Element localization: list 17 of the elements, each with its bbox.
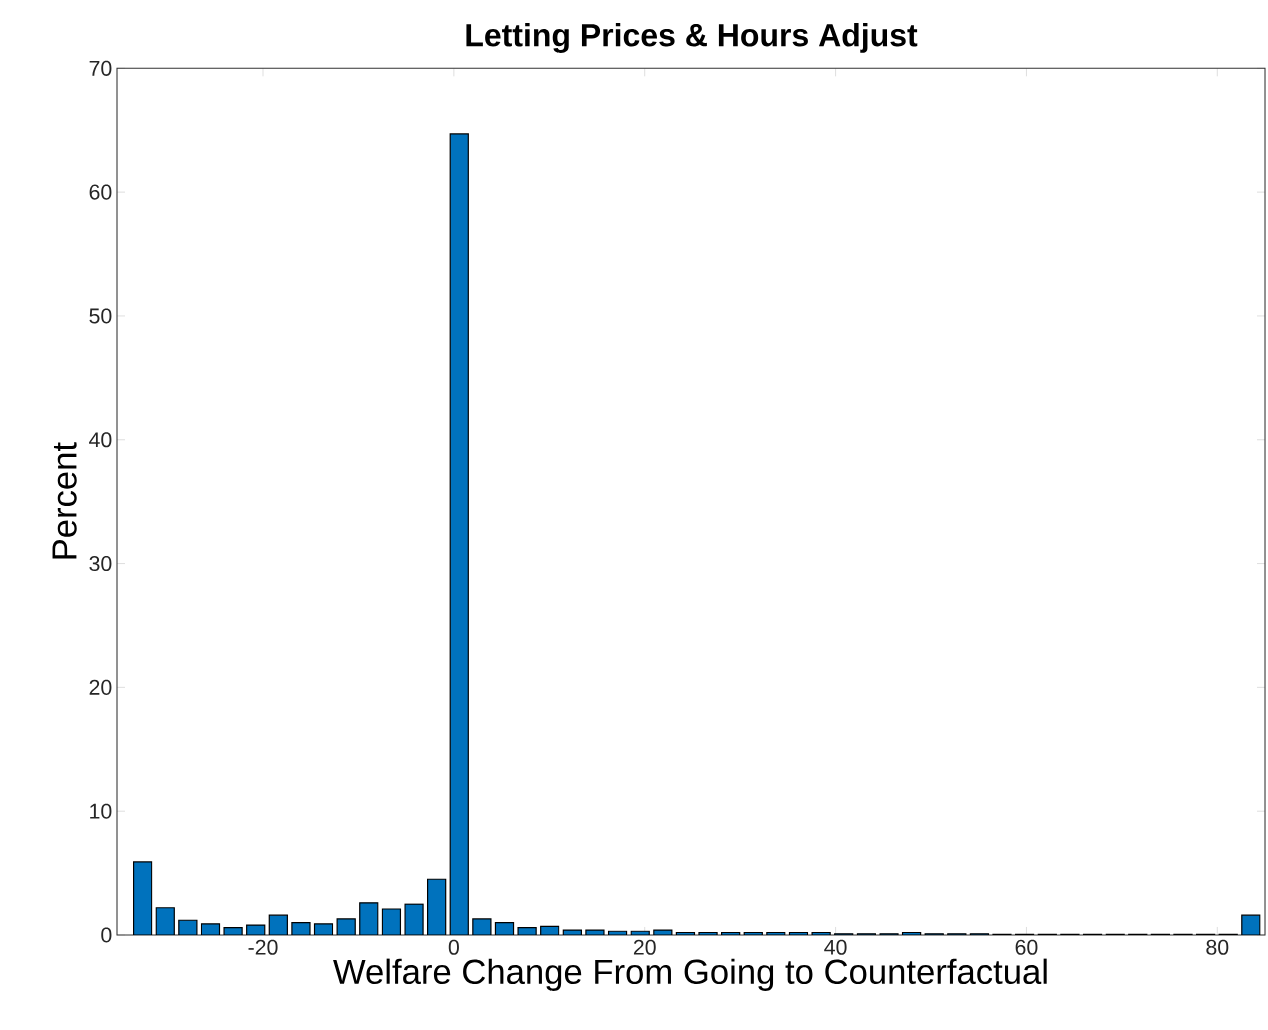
y-tick-label: 20 — [89, 679, 112, 695]
x-tick-label: 20 — [633, 939, 656, 955]
x-tick-label: 0 — [448, 939, 459, 955]
y-tick-label: 30 — [89, 556, 112, 572]
x-tick-label: 40 — [824, 939, 847, 955]
y-tick-label: 60 — [89, 184, 112, 200]
x-axis-title: Welfare Change From Going to Counterfactual — [333, 958, 1047, 991]
x-tick-label: 60 — [1015, 939, 1038, 955]
y-axis-title: Percent — [52, 442, 77, 559]
y-tick-label: 10 — [90, 803, 112, 819]
x-tick-label: -20 — [248, 939, 278, 955]
y-tick-label: 50 — [89, 308, 112, 324]
y-tick-label: 70 — [89, 60, 112, 76]
chart-title: Letting Prices & Hours Adjust — [466, 22, 918, 53]
y-tick-label: 40 — [89, 432, 112, 448]
y-tick-label: 0 — [101, 927, 112, 943]
x-tick-label: 80 — [1206, 939, 1229, 955]
